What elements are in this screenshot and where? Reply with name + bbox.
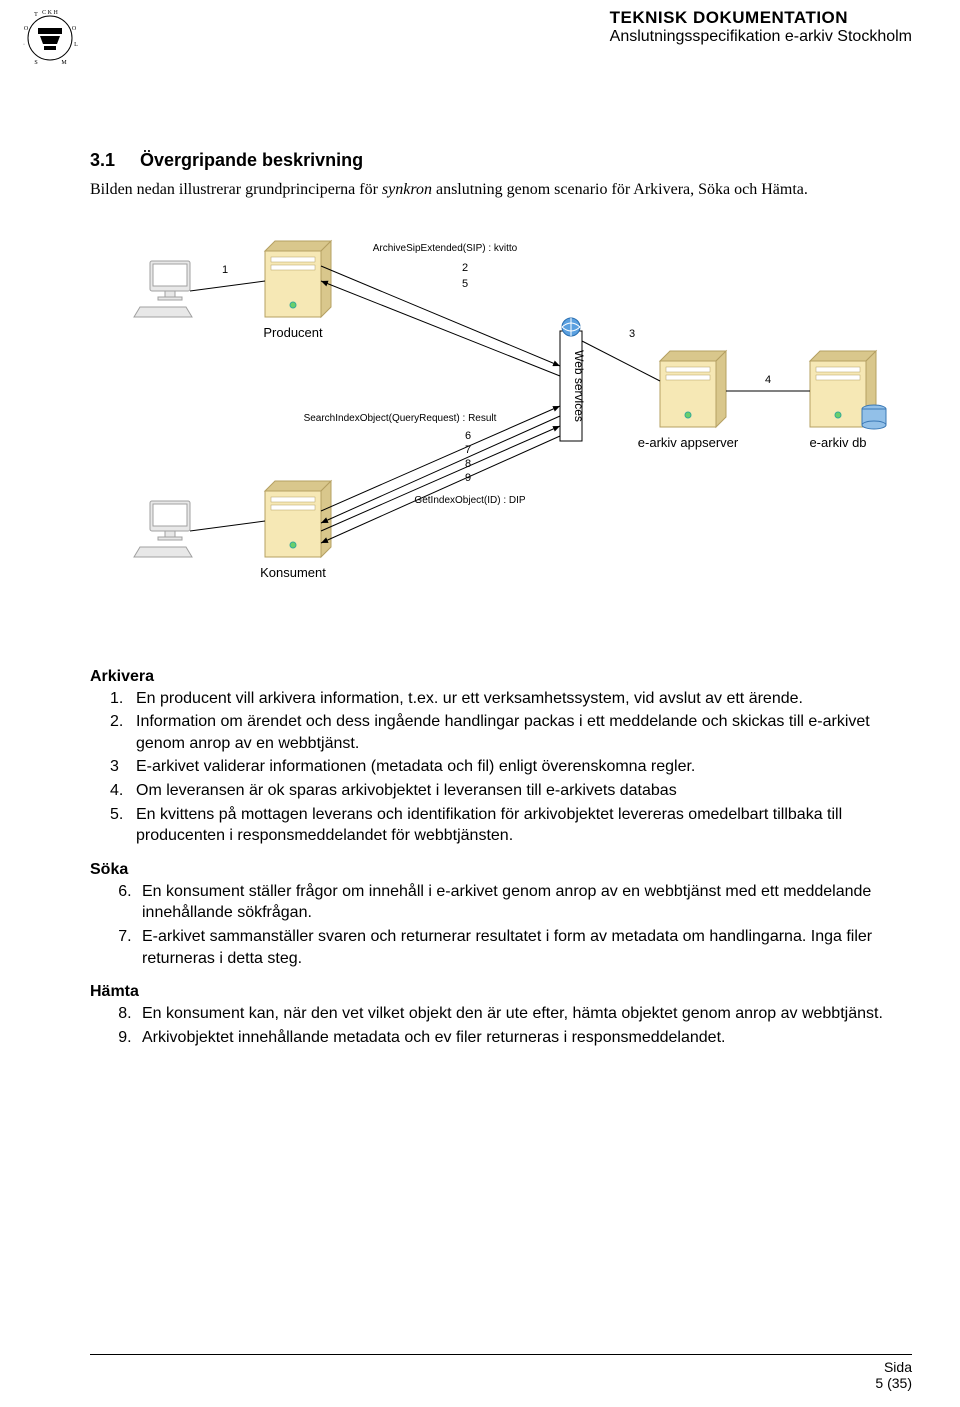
item-text: Arkivobjektet innehållande metadata och … [142, 1029, 725, 1046]
svg-text:S: S [34, 60, 37, 66]
svg-text:C K H: C K H [42, 10, 58, 16]
soka-list: En konsument ställer frågor om innehåll … [90, 881, 912, 969]
svg-text:Web services: Web services [572, 350, 586, 422]
list-item: 3E-arkivet validerar informationen (meta… [110, 756, 912, 778]
footer-label: Sida [90, 1359, 912, 1375]
architecture-diagram: Producent Konsument Web services e-arkiv ap… [90, 211, 910, 631]
svg-text:e-arkiv db: e-arkiv db [809, 435, 866, 450]
list-item: E-arkivet sammanställer svaren och retur… [136, 926, 912, 969]
intro-pre: Bilden nedan illustrerar grundprincipern… [90, 181, 382, 198]
svg-text:2: 2 [462, 262, 468, 274]
item-text: Om leveransen är ok sparas arkivobjektet… [136, 780, 677, 802]
svg-text:M: M [61, 60, 67, 66]
svg-text:L: L [74, 42, 78, 48]
svg-text:O: O [72, 26, 77, 32]
footer-page: 5 (35) [90, 1375, 912, 1391]
hamta-heading: Hämta [90, 983, 912, 1001]
svg-text:T: T [34, 12, 38, 18]
doc-title: TEKNISK DOKUMENTATION [610, 8, 912, 28]
svg-text:·: · [23, 42, 25, 48]
page-header: C K H O L M S · O T TEKNISK DOKUMENTATIO… [0, 6, 960, 66]
hamta-list: En konsument kan, när den vet vilket obj… [90, 1003, 912, 1048]
section-intro: Bilden nedan illustrerar grundprincipern… [90, 179, 912, 201]
item-text: En konsument ställer frågor om innehåll … [142, 883, 871, 922]
item-text: E-arkivet validerar informationen (metad… [136, 756, 695, 778]
list-item: 1.En producent vill arkivera information… [110, 688, 912, 710]
list-item: Arkivobjektet innehållande metadata och … [136, 1027, 912, 1049]
svg-text:4: 4 [765, 374, 771, 386]
item-text: En kvittens på mottagen leverans och ide… [136, 804, 912, 847]
svg-text:8: 8 [465, 458, 471, 470]
intro-em: synkron [382, 181, 432, 198]
item-text: En producent vill arkivera information, … [136, 688, 803, 710]
svg-text:Konsument: Konsument [260, 565, 326, 580]
section-number: 3.1 [90, 150, 140, 171]
svg-text:ArchiveSipExtended(SIP) : kvit: ArchiveSipExtended(SIP) : kvitto [373, 243, 518, 254]
svg-text:O: O [24, 26, 29, 32]
svg-text:9: 9 [465, 472, 471, 484]
svg-text:6: 6 [465, 430, 471, 442]
list-item: En konsument ställer frågor om innehåll … [136, 881, 912, 924]
doc-subtitle: Anslutningsspecifikation e-arkiv Stockho… [610, 28, 912, 46]
section-heading: 3.1Övergripande beskrivning [90, 150, 912, 171]
soka-heading: Söka [90, 861, 912, 879]
svg-text:GetIndexObject(ID) : DIP: GetIndexObject(ID) : DIP [414, 495, 525, 506]
stockholm-logo-icon: C K H O L M S · O T [18, 6, 82, 70]
svg-text:Producent: Producent [263, 325, 323, 340]
arkivera-list: 1.En producent vill arkivera information… [90, 688, 912, 847]
item-text: Information om ärendet och dess ingående… [136, 711, 912, 754]
intro-post: anslutning genom scenario för Arkivera, … [432, 181, 808, 198]
section-title: Övergripande beskrivning [140, 150, 363, 170]
svg-text:1: 1 [222, 264, 228, 276]
item-text: En konsument kan, när den vet vilket obj… [142, 1005, 883, 1022]
header-text-block: TEKNISK DOKUMENTATION Anslutningsspecifi… [610, 8, 912, 46]
svg-text:5: 5 [462, 278, 468, 290]
list-item: 4.Om leveransen är ok sparas arkivobjekt… [110, 780, 912, 802]
item-text: E-arkivet sammanställer svaren och retur… [142, 928, 872, 967]
svg-text:3: 3 [629, 328, 635, 340]
page-footer: Sida 5 (35) [90, 1354, 912, 1391]
list-item: 5.En kvittens på mottagen leverans och i… [110, 804, 912, 847]
list-item: En konsument kan, när den vet vilket obj… [136, 1003, 912, 1025]
svg-text:7: 7 [465, 444, 471, 456]
list-item: 2.Information om ärendet och dess ingåen… [110, 711, 912, 754]
page-content: 3.1Övergripande beskrivning Bilden nedan… [90, 150, 912, 1054]
svg-text:SearchIndexObject(QueryRequest: SearchIndexObject(QueryRequest) : Result [304, 413, 497, 424]
svg-text:e-arkiv appserver: e-arkiv appserver [638, 435, 739, 450]
arkivera-heading: Arkivera [90, 668, 912, 686]
